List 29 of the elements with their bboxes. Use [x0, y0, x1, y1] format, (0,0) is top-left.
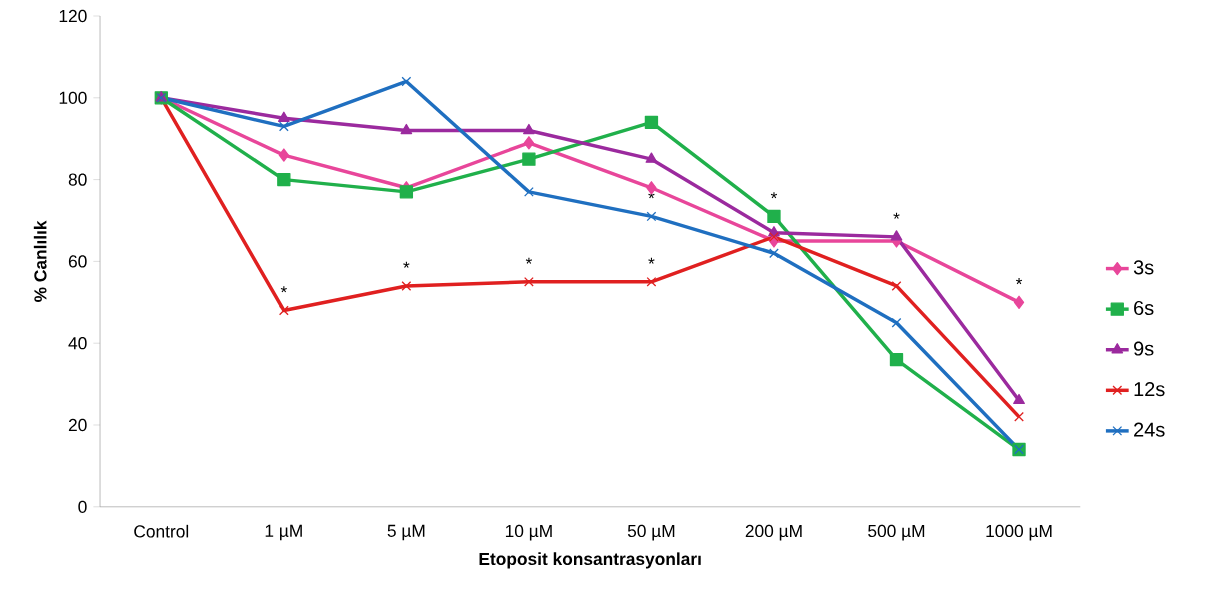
x-tick-label: 10 µM [505, 524, 552, 541]
legend-label: 6s [1134, 300, 1154, 315]
annotation: * [525, 257, 533, 264]
legend-label: 24s [1134, 422, 1165, 437]
x-tick-label: 1 µM [265, 524, 302, 541]
y-axis-title: % Canlılık [33, 220, 47, 302]
x-tick-label: 1000 µM [986, 524, 1052, 541]
x-tick-label: 200 µM [745, 524, 802, 541]
x-axis-title: Etoposit konsantrasyonları [479, 552, 701, 569]
x-tick-label: 50 µM [627, 524, 675, 541]
y-tick-label: 60 [68, 255, 87, 268]
x-tick-label: 500 µM [868, 524, 925, 541]
legend-label: 12s [1134, 381, 1165, 397]
annotation: * [1015, 278, 1023, 285]
x-tick-label: 5 µM [387, 524, 425, 541]
annotation: * [403, 261, 410, 268]
legend-label: 9s [1134, 341, 1154, 356]
y-tick-label: 80 [68, 173, 87, 186]
y-tick-label: 20 [68, 418, 87, 432]
y-tick-label: 120 [59, 9, 87, 23]
annotation: * [770, 192, 778, 199]
x-tick-label: Control [134, 524, 189, 538]
annotation: * [648, 257, 655, 264]
annotation: * [893, 212, 900, 219]
y-tick-label: 0 [78, 500, 87, 513]
annotation: * [280, 286, 287, 293]
y-tick-label: 100 [59, 91, 87, 104]
legend-label: 3s [1133, 260, 1154, 275]
y-tick-label: 40 [68, 336, 87, 350]
